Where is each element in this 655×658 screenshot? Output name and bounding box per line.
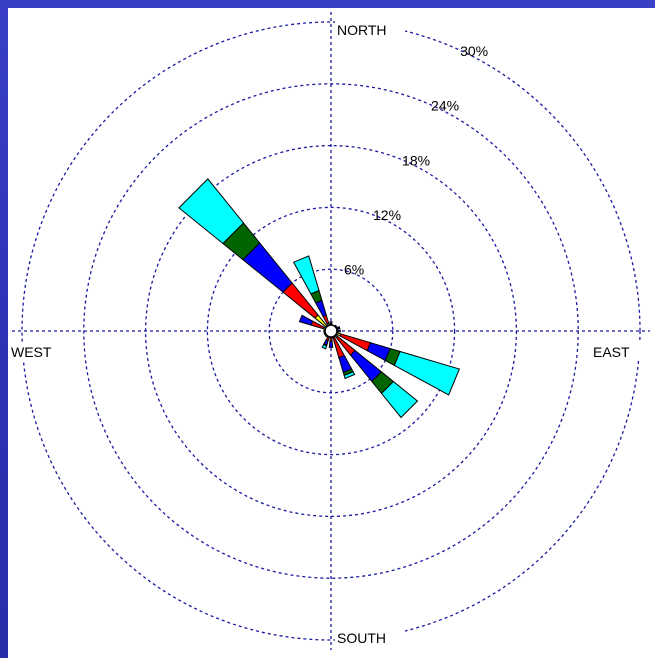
wind-rose-plot: NORTH EAST SOUTH WEST 6% 12% 18% 24% 30% [8, 12, 655, 650]
petal-157.5-bin-5 [343, 371, 356, 380]
ring-12 [206, 206, 456, 456]
east-label: EAST [593, 344, 630, 360]
north-label: NORTH [337, 22, 387, 38]
ring-30 [21, 21, 641, 641]
ring-label-12: 12% [373, 207, 401, 223]
ring-label-6: 6% [344, 261, 364, 277]
petal-202.5-bin-5 [321, 343, 328, 350]
petal-315-bin-5 [178, 178, 245, 245]
south-label: SOUTH [337, 630, 386, 646]
petal-337.5-bin-5 [292, 255, 320, 295]
petal-135-bin-5 [380, 380, 419, 419]
petal-180-bin-3 [328, 340, 334, 348]
calm-circle [324, 324, 338, 338]
petal-292.5-bin-3 [298, 314, 314, 326]
west-label: WEST [11, 344, 52, 360]
petal-67.5-bin-3 [336, 325, 341, 330]
wind-rose-chart: NORTH EAST SOUTH WEST 6% 12% 18% 24% 30% [8, 8, 655, 658]
chart-labels: NORTH EAST SOUTH WEST 6% 12% 18% 24% 30% [8, 20, 655, 646]
petal-90-bin-3 [337, 329, 341, 333]
ring-label-30: 30% [460, 43, 488, 59]
ring-label-18: 18% [402, 152, 430, 168]
ring-label-24: 24% [431, 98, 459, 114]
petal-0-bin-3 [329, 321, 333, 325]
petal-112.5-bin-5 [393, 350, 461, 396]
wind-petals [178, 178, 461, 419]
